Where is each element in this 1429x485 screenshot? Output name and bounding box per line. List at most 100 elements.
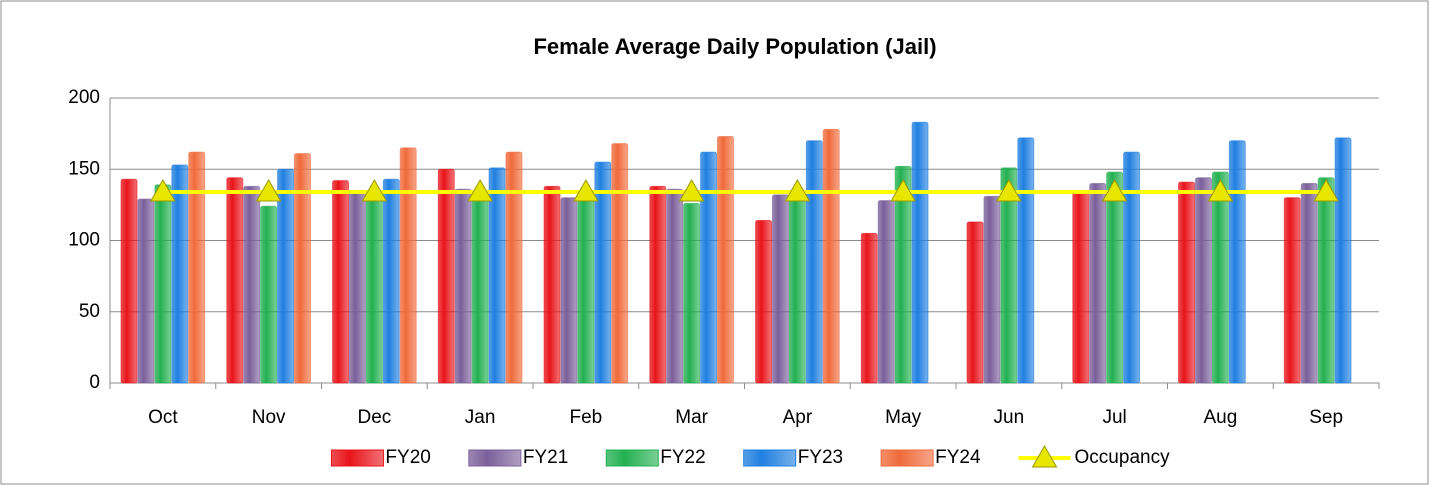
bar [911,121,929,384]
bar [666,188,684,384]
bar [1317,177,1335,384]
bar [543,185,561,384]
bar [822,128,840,384]
legend-swatch [605,449,659,467]
bar [488,167,506,384]
legend-label: FY22 [660,447,705,468]
line-marker [1101,179,1128,202]
bar [894,165,912,384]
bar [399,147,417,384]
bar [348,190,366,384]
x-tick-label: Apr [783,407,813,428]
y-tick-label: 50 [79,301,100,322]
x-tick-label: Feb [570,407,603,428]
legend-swatch [880,449,934,467]
bar [594,161,612,384]
line-marker [1207,179,1234,202]
legend-label: Occupancy [1075,447,1171,468]
bar [700,151,718,384]
line-marker [255,179,282,202]
bar [332,180,349,384]
bar [717,135,734,384]
bar [1000,167,1018,384]
bar [471,191,489,384]
legend-marker [1031,444,1058,468]
x-tick-label: Oct [148,407,178,428]
line-marker [996,179,1022,202]
x-tick-label: Aug [1203,407,1237,428]
bar [260,205,278,384]
bar [1211,171,1229,384]
bar [966,221,984,384]
line-marker [573,179,599,202]
y-tick-label: 0 [89,372,100,393]
chart-title: Female Average Daily Population (Jail) [533,34,936,59]
legend-swatch [330,449,384,467]
bar [437,168,455,384]
bar [771,194,789,384]
bar [1194,177,1212,384]
x-tick-label: Jun [994,407,1025,428]
bar [860,232,878,384]
bar [1228,140,1246,384]
legend-label: FY21 [523,447,568,468]
bar [1106,171,1124,384]
legend-swatch [743,449,797,467]
x-tick-label: Nov [252,407,286,428]
legend-label: FY23 [798,447,843,468]
bar [983,195,1001,384]
legend-swatch [468,449,522,467]
bar [1017,137,1035,384]
bar [1072,192,1090,384]
bar [611,143,629,384]
bar [1334,137,1352,384]
bar [382,178,400,384]
line-marker [1313,179,1339,202]
legend-label: FY24 [935,447,981,468]
bar [505,151,523,384]
bar [1123,151,1141,384]
bar [171,164,189,384]
x-tick-label: May [885,407,921,428]
bar [1089,183,1107,384]
line-marker [890,179,916,202]
line-marker [678,179,705,202]
bar [755,220,772,384]
x-tick-label: Jul [1102,407,1126,428]
bar [683,202,701,384]
line-marker [467,179,493,202]
line-marker [361,179,388,202]
line-marker [784,179,811,202]
bar [577,200,595,384]
bar [805,140,823,384]
legend-label: FY20 [385,447,430,468]
x-tick-label: Mar [675,407,708,428]
bar [1300,183,1318,384]
bar [788,192,806,384]
bar [243,185,261,384]
bar [294,153,311,384]
bar [454,188,472,384]
bar [877,200,895,384]
legend: FY20 FY21 FY22 FY23 FY24 Occupancy [330,444,1171,468]
bar [188,151,206,384]
x-tick-label: Dec [357,407,391,428]
line-marker [150,179,176,202]
bar [226,177,244,384]
bar [365,200,383,384]
bar [1283,197,1301,384]
x-tick-label: Jan [465,407,496,428]
x-tick-label: Sep [1309,407,1343,428]
bar [137,198,155,384]
bar [154,184,172,384]
y-tick-label: 100 [68,230,100,251]
bar [1178,181,1195,384]
bar [649,185,667,384]
y-tick-label: 150 [68,158,100,179]
bar [120,178,138,384]
bar [560,197,578,384]
y-tick-label: 200 [68,87,100,108]
bar [277,168,295,384]
